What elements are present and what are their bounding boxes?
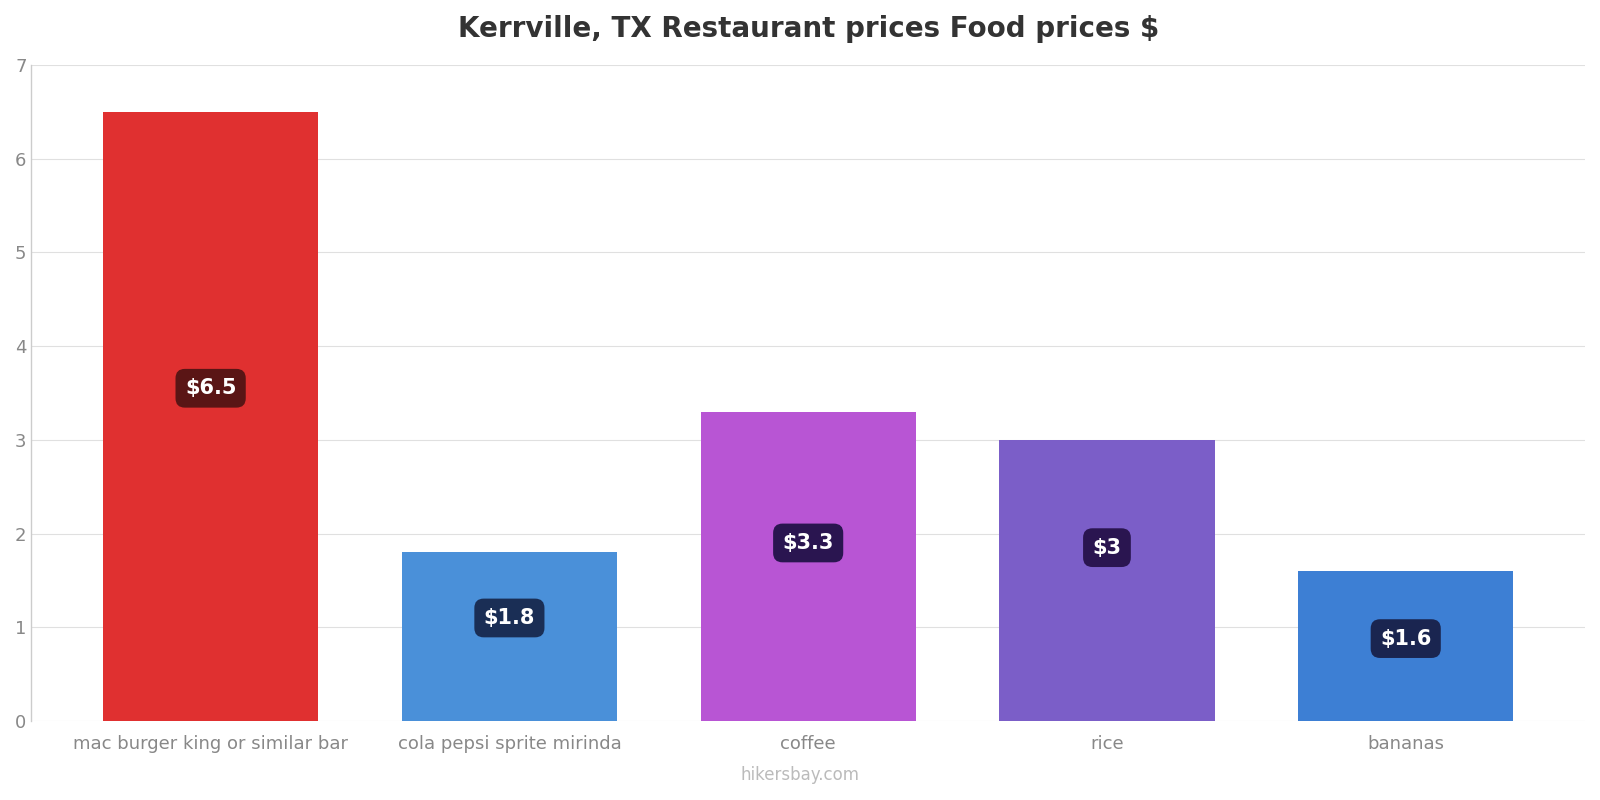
Bar [1298, 571, 1514, 721]
Text: $6.5: $6.5 [186, 378, 237, 398]
Text: $3.3: $3.3 [782, 533, 834, 553]
Title: Kerrville, TX Restaurant prices Food prices $: Kerrville, TX Restaurant prices Food pri… [458, 15, 1158, 43]
Text: $3: $3 [1093, 538, 1122, 558]
Bar [402, 552, 618, 721]
Text: $1.6: $1.6 [1381, 629, 1432, 649]
Bar [701, 412, 915, 721]
Bar [1000, 440, 1214, 721]
Text: $1.8: $1.8 [483, 608, 534, 628]
Bar [102, 112, 318, 721]
Text: hikersbay.com: hikersbay.com [741, 766, 859, 784]
